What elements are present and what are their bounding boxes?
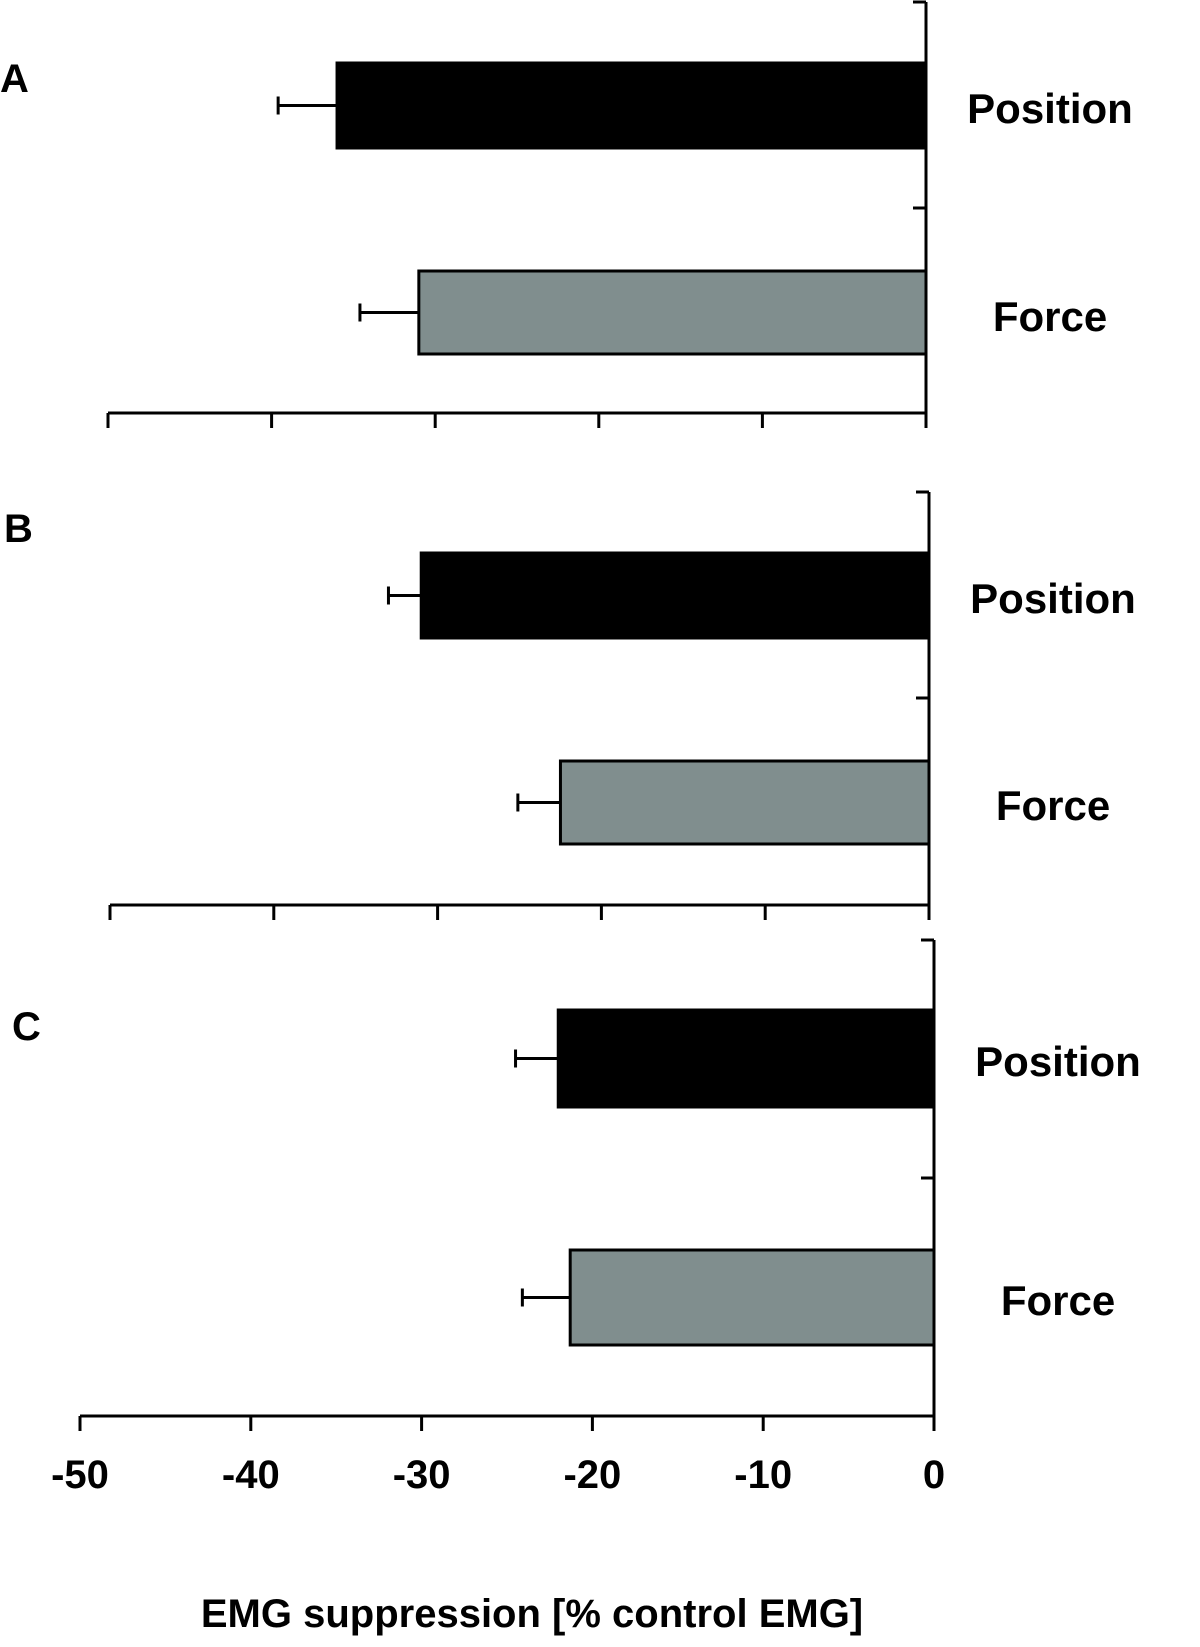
category-label-position: Position xyxy=(975,1038,1141,1085)
x-tick-label: 0 xyxy=(923,1453,945,1497)
x-tick-label: -40 xyxy=(222,1453,280,1497)
x-tick-label: -30 xyxy=(393,1453,451,1497)
x-tick-label: -50 xyxy=(51,1453,109,1497)
panel-letter: C xyxy=(12,1005,41,1049)
chart-panels: A Position Force B Position Force C Position For… xyxy=(0,0,1141,1636)
category-label-force: Force xyxy=(993,293,1107,340)
bar-force xyxy=(558,759,931,846)
bar-force xyxy=(417,269,928,356)
category-label-position: Position xyxy=(970,575,1136,622)
bar-force xyxy=(568,1248,936,1347)
x-axis-title: EMG suppression [% control EMG] xyxy=(201,1592,863,1636)
panel-letter: B xyxy=(4,507,33,551)
category-label-position: Position xyxy=(967,85,1133,132)
category-label-force: Force xyxy=(1001,1277,1115,1324)
category-label-force: Force xyxy=(996,782,1110,829)
panel-letter: A xyxy=(0,57,29,101)
bar-position xyxy=(419,551,931,640)
chart-panel-b: B Position Force xyxy=(4,490,1136,920)
x-tick-label: -10 xyxy=(734,1453,792,1497)
bar-position xyxy=(335,61,928,150)
bar-position xyxy=(556,1008,936,1109)
chart-panel-a: A Position Force xyxy=(0,0,1133,428)
chart-panel-c: C Position Force -50 -40 -30 -20 -10 0 EMG suppre… xyxy=(12,938,1141,1636)
x-tick-label: -20 xyxy=(563,1453,621,1497)
